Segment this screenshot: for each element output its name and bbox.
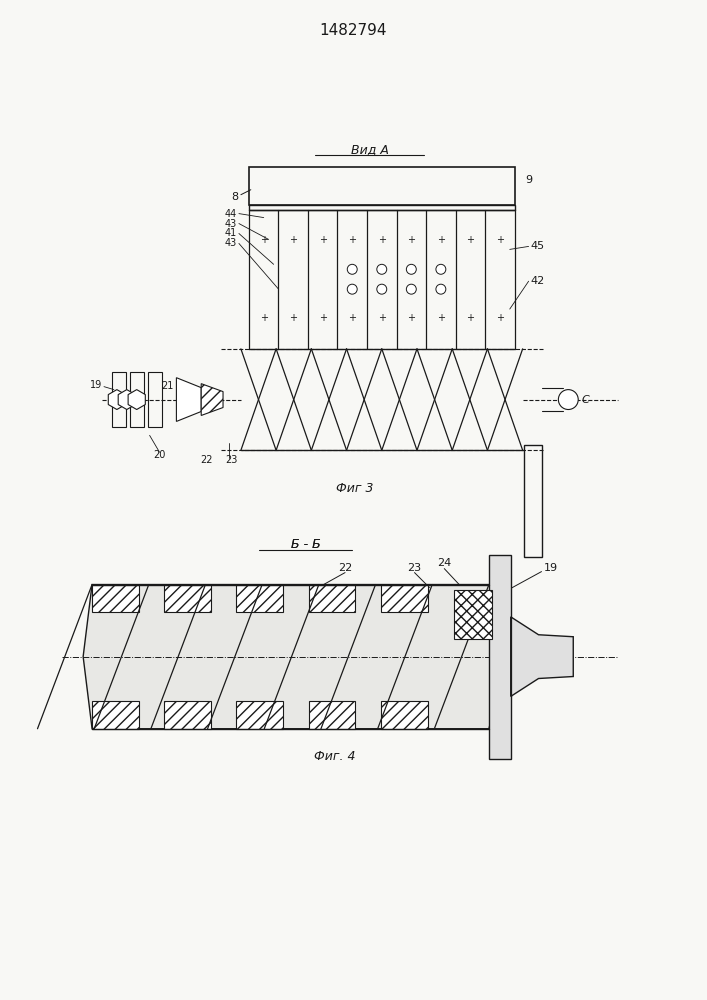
Bar [249, 167, 515, 205]
Bar [249, 205, 515, 210]
Text: +: + [349, 313, 356, 323]
Text: 24: 24 [437, 558, 451, 568]
Text: 20: 20 [153, 450, 165, 460]
Text: 19: 19 [90, 380, 102, 390]
Polygon shape [201, 384, 223, 415]
Text: +: + [259, 313, 268, 323]
Polygon shape [380, 701, 428, 729]
Circle shape [347, 264, 357, 274]
Text: 45: 45 [530, 241, 544, 251]
Text: 42: 42 [530, 276, 545, 286]
Text: +: + [289, 313, 297, 323]
Text: 19: 19 [544, 563, 558, 573]
Circle shape [436, 264, 446, 274]
Polygon shape [236, 701, 284, 729]
Text: +: + [378, 313, 386, 323]
Text: 41: 41 [225, 228, 237, 238]
Polygon shape [236, 585, 284, 612]
Bar [524, 445, 542, 557]
Bar [148, 372, 161, 427]
Text: 1482794: 1482794 [320, 23, 387, 38]
Circle shape [436, 284, 446, 294]
Text: +: + [496, 235, 504, 245]
Text: 43: 43 [225, 238, 237, 248]
Text: 9: 9 [525, 175, 533, 185]
Text: +: + [319, 235, 327, 245]
Circle shape [407, 264, 416, 274]
Text: +: + [407, 235, 415, 245]
Polygon shape [164, 585, 211, 612]
Text: Б - Б: Б - Б [291, 538, 320, 551]
Text: Б - Б: Б - Б [291, 538, 320, 551]
Circle shape [559, 390, 578, 410]
Polygon shape [308, 701, 356, 729]
Bar [112, 372, 126, 427]
Text: 22: 22 [200, 455, 212, 465]
Text: Фиг. 4: Фиг. 4 [315, 750, 356, 763]
Polygon shape [510, 617, 573, 696]
Text: +: + [259, 235, 268, 245]
Polygon shape [380, 585, 428, 612]
Polygon shape [83, 585, 507, 729]
Polygon shape [164, 701, 211, 729]
Bar [454, 589, 492, 639]
Text: 22: 22 [338, 563, 352, 573]
Text: C: C [581, 395, 589, 405]
Text: 21: 21 [161, 381, 173, 391]
Circle shape [377, 284, 387, 294]
Text: 23: 23 [407, 563, 421, 573]
Polygon shape [177, 378, 201, 421]
Text: +: + [467, 235, 474, 245]
Text: +: + [467, 313, 474, 323]
Text: +: + [437, 313, 445, 323]
Bar [130, 372, 144, 427]
Text: +: + [407, 313, 415, 323]
Text: +: + [319, 313, 327, 323]
Text: +: + [378, 235, 386, 245]
Text: 8: 8 [230, 192, 238, 202]
Text: +: + [349, 235, 356, 245]
Circle shape [377, 264, 387, 274]
Polygon shape [92, 701, 139, 729]
Polygon shape [308, 585, 356, 612]
Circle shape [407, 284, 416, 294]
Text: Фиг 3: Фиг 3 [337, 482, 374, 495]
Text: 23: 23 [225, 455, 237, 465]
Text: +: + [496, 313, 504, 323]
Text: Вид А: Вид А [351, 143, 389, 156]
Bar [489, 555, 510, 759]
Text: 44: 44 [225, 209, 237, 219]
Text: +: + [437, 235, 445, 245]
Text: 43: 43 [225, 219, 237, 229]
Polygon shape [92, 585, 139, 612]
Text: +: + [289, 235, 297, 245]
Circle shape [347, 284, 357, 294]
